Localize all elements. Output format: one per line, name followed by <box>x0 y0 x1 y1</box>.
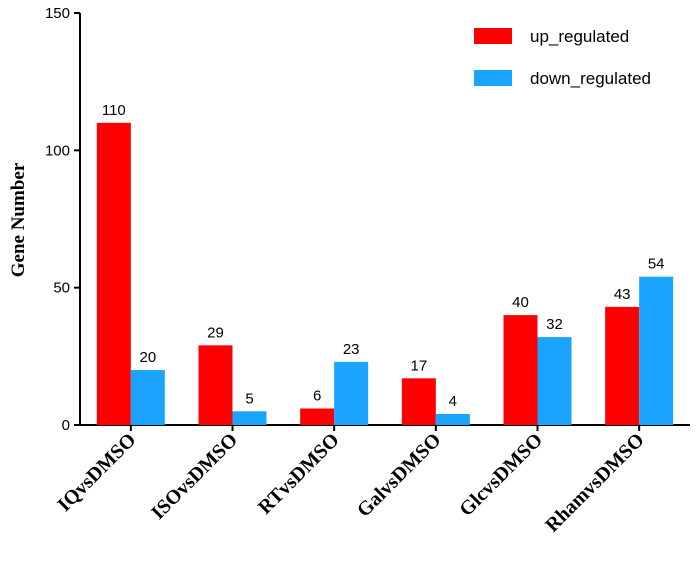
legend-label: down_regulated <box>530 69 651 88</box>
legend-swatch-up_regulated <box>474 28 512 44</box>
bar-up_regulated-RhamvsDMSO <box>605 306 640 425</box>
legend-swatch-down_regulated <box>474 70 512 86</box>
data-label: 32 <box>546 316 563 333</box>
bar-up_regulated-ISOvsDMSO <box>198 345 233 425</box>
y-axis-label: Gene Number <box>8 162 29 277</box>
x-tick-label: IQvsDMSO <box>53 429 140 516</box>
data-label: 110 <box>102 102 126 119</box>
data-label: 23 <box>343 341 360 358</box>
data-labels: 110 20 29 5 6 23 17 4 40 32 43 54 <box>102 102 665 410</box>
bar-down_regulated-IQvsDMSO <box>130 370 165 425</box>
x-tick-label: ISOvsDMSO <box>147 429 242 524</box>
data-label: 40 <box>512 294 529 311</box>
data-label: 20 <box>139 349 156 366</box>
legend: up_regulated down_regulated <box>474 27 651 88</box>
x-tick-label: GalvsDMSO <box>353 429 446 522</box>
bars <box>96 122 674 425</box>
x-tick-label: GlcvsDMSO <box>455 429 547 521</box>
bar-up_regulated-GlcvsDMSO <box>503 315 538 425</box>
bar-down_regulated-RTvsDMSO <box>334 361 369 425</box>
bar-down_regulated-GlcvsDMSO <box>537 337 572 425</box>
data-label: 4 <box>449 393 457 410</box>
data-label: 6 <box>313 388 321 405</box>
data-label: 29 <box>207 324 224 341</box>
y-tick-label: 100 <box>45 142 70 159</box>
data-label: 54 <box>648 256 665 273</box>
x-tick-label: RhamvsDMSO <box>541 429 648 536</box>
bar-up_regulated-RTvsDMSO <box>300 408 335 425</box>
bar-down_regulated-RhamvsDMSO <box>639 276 674 425</box>
bar-down_regulated-GalvsDMSO <box>435 414 470 425</box>
data-label: 5 <box>245 390 253 407</box>
x-tick-label: RTvsDMSO <box>254 429 344 519</box>
data-label: 17 <box>410 357 427 374</box>
bar-up_regulated-GalvsDMSO <box>401 378 436 425</box>
bar-up_regulated-IQvsDMSO <box>96 122 131 425</box>
bar-down_regulated-ISOvsDMSO <box>232 411 267 425</box>
y-tick-label: 0 <box>62 417 70 434</box>
data-label: 43 <box>614 286 631 303</box>
y-tick-label: 50 <box>53 280 70 297</box>
legend-label: up_regulated <box>530 27 629 46</box>
y-tick-label: 150 <box>45 5 70 22</box>
